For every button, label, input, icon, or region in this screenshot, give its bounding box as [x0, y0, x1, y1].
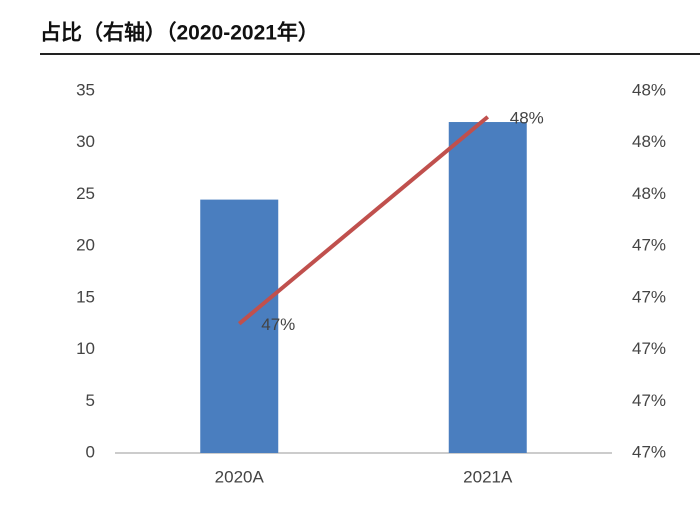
y-tick-label: 25 — [76, 184, 95, 203]
x-tick-label: 2021A — [463, 467, 513, 486]
y2-tick-label: 48% — [632, 132, 666, 151]
y2-tick-label: 47% — [632, 442, 666, 461]
line — [237, 115, 490, 326]
bar — [448, 122, 527, 454]
data-label: 48% — [510, 108, 544, 127]
y2-tick-label: 47% — [632, 287, 666, 306]
y2-tick-label: 47% — [632, 339, 666, 358]
y-tick-label: 10 — [76, 339, 95, 358]
y-tick-label: 5 — [86, 391, 95, 410]
data-label: 47% — [261, 315, 295, 334]
y2-tick-label: 47% — [632, 236, 666, 255]
y2-tick-label: 48% — [632, 184, 666, 203]
y-tick-label: 0 — [86, 442, 95, 461]
y2-tick-label: 47% — [632, 391, 666, 410]
y2-tick-label: 48% — [632, 80, 666, 99]
chart-title: 占比（右轴）（2020-2021年） — [40, 21, 319, 45]
y-tick-label: 35 — [76, 80, 95, 99]
y-tick-label: 30 — [76, 132, 95, 151]
bar — [200, 199, 279, 453]
y-tick-label: 20 — [76, 236, 95, 255]
y-tick-label: 15 — [76, 287, 95, 306]
x-tick-label: 2020A — [215, 467, 265, 486]
